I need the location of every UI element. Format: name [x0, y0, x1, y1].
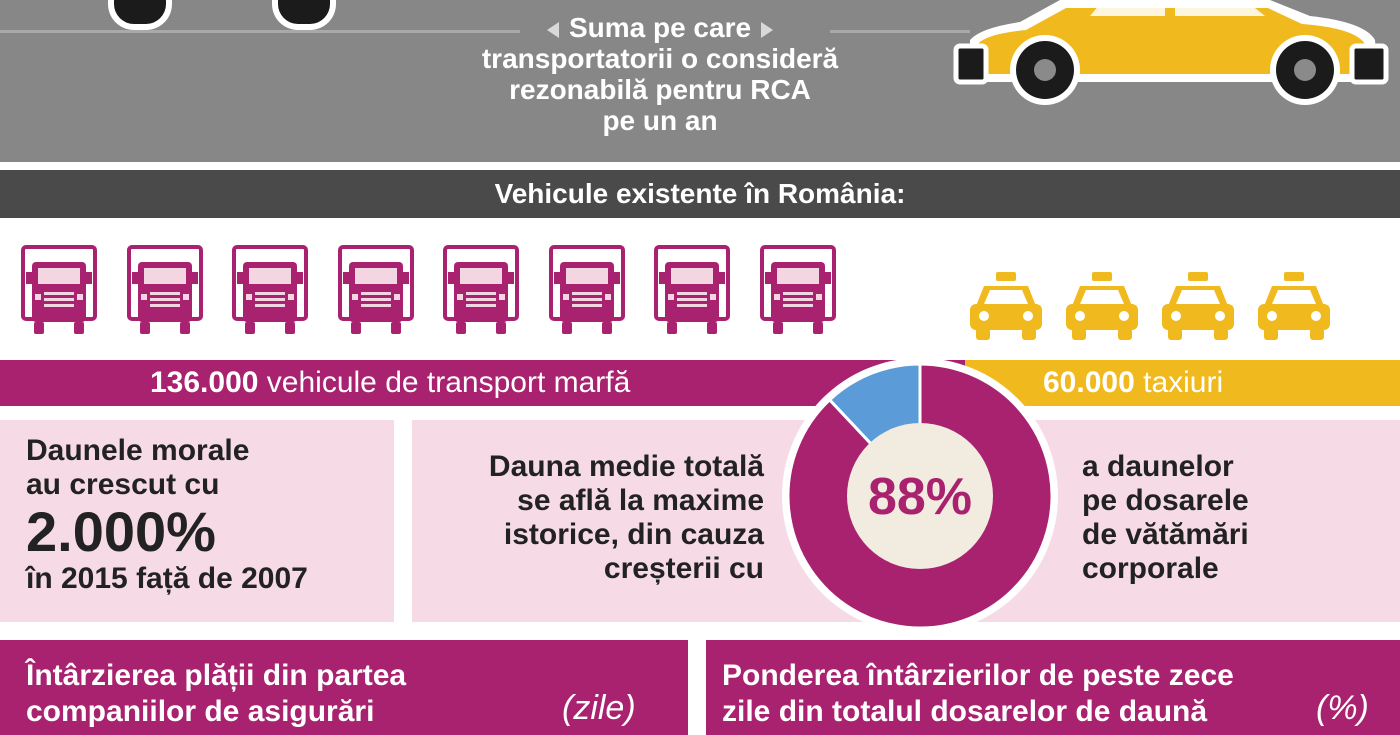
vehicles-header: Vehicule existente în România: — [0, 170, 1400, 218]
truck-wheel-icon — [272, 0, 336, 30]
road-line-left — [0, 30, 520, 33]
arrow-left-icon — [546, 21, 559, 38]
payment-delay-panel: Întârzierea plății din partea companiilo… — [0, 640, 688, 735]
percent-unit-label: (%) — [1316, 689, 1369, 727]
moral-damages-text: Daunele morale au crescut cu 2.000% în 2… — [26, 434, 308, 595]
separator — [0, 162, 1400, 170]
truck-icon — [337, 244, 415, 336]
freight-count-label: 136.000 vehicule de transport marfă — [150, 366, 631, 399]
injury-claims-text: a daunelor pe dosarele de vătămări corpo… — [1082, 450, 1249, 585]
moral-damages-value: 2.000% — [26, 500, 216, 563]
donut-percent-label: 88% — [868, 468, 972, 526]
truck-wheel-icon — [108, 0, 172, 30]
days-unit-label: (zile) — [562, 689, 636, 727]
payment-delay-title: Întârzierea plății din partea companiilo… — [26, 659, 407, 728]
delay-share-title: Ponderea întârzierilor de peste zece zil… — [722, 659, 1234, 728]
truck-icon — [20, 244, 98, 336]
average-damage-text: Dauna medie totală se află la maxime ist… — [488, 450, 764, 585]
taxi-band: 60.000 taxiuri — [965, 360, 1400, 406]
car-icon — [953, 0, 1389, 105]
arrow-right-icon — [761, 21, 774, 38]
truck-icon — [126, 244, 204, 336]
truck-icon — [653, 244, 731, 336]
delay-share-panel: Ponderea întârzierilor de peste zece zil… — [706, 640, 1400, 735]
freight-band: 136.000 vehicule de transport marfă — [0, 360, 965, 406]
injury-share-donut-chart: 88% — [782, 358, 1058, 634]
road-line-right — [830, 30, 970, 33]
truck-icon — [442, 244, 520, 336]
taxi-count-label: 60.000 taxiuri — [1043, 366, 1224, 399]
donut-center — [847, 423, 993, 569]
truck-icon — [759, 244, 837, 336]
rca-caption: Suma pe care transportatorii o consideră… — [481, 12, 839, 136]
taxi-icon — [1064, 272, 1140, 342]
taxi-icon — [1160, 272, 1236, 342]
moral-damages-panel: Daunele morale au crescut cu 2.000% în 2… — [0, 420, 394, 622]
truck-icon — [231, 244, 309, 336]
taxi-icon — [968, 272, 1044, 342]
taxi-icon — [1256, 272, 1332, 342]
truck-icon — [548, 244, 626, 336]
